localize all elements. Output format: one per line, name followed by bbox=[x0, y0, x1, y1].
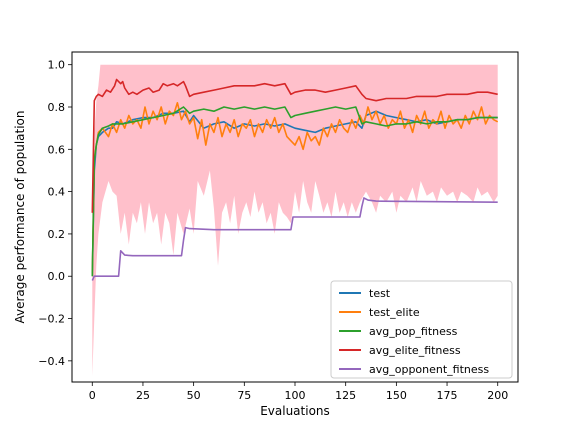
plot-area bbox=[91, 64, 499, 376]
legend-label: avg_opponent_fitness bbox=[369, 363, 489, 376]
series-line-test-elite bbox=[91, 102, 499, 277]
x-tick-label: 150 bbox=[386, 389, 407, 402]
y-tick-label: 0.4 bbox=[48, 186, 66, 199]
y-tick-label: 0.8 bbox=[48, 101, 66, 114]
x-axis-label: Evaluations bbox=[260, 404, 330, 418]
series-line-avg-opponent-fitness bbox=[91, 197, 498, 281]
y-tick-label: −0.2 bbox=[38, 313, 65, 326]
y-tick-label: 0.6 bbox=[48, 143, 66, 156]
legend-label: test bbox=[369, 287, 391, 300]
series-line-avg-elite-fitness bbox=[91, 78, 498, 213]
y-tick-label: 0.0 bbox=[48, 270, 66, 283]
y-tick-label: 1.0 bbox=[48, 59, 66, 72]
x-tick-label: 25 bbox=[136, 389, 150, 402]
legend-label: test_elite bbox=[369, 306, 420, 319]
y-tick-label: −0.4 bbox=[38, 355, 65, 368]
x-tick-label: 200 bbox=[487, 389, 508, 402]
x-tick-label: 175 bbox=[437, 389, 458, 402]
legend-label: avg_pop_fitness bbox=[369, 325, 458, 338]
x-tick-label: 50 bbox=[187, 389, 201, 402]
legend: test test_elite avg_pop_fitness avg_elite_f… bbox=[330, 280, 513, 379]
legend-label: avg_elite_fitness bbox=[369, 344, 461, 357]
x-tick-label: 0 bbox=[89, 389, 96, 402]
x-tick-label: 75 bbox=[237, 389, 251, 402]
series-layer bbox=[91, 78, 499, 281]
x-axis-ticks: 0 25 50 75 100 125 150 175 200 bbox=[89, 382, 508, 402]
series-line-avg-pop-fitness bbox=[91, 106, 498, 277]
y-axis-ticks: −0.4 −0.2 0.0 0.2 0.4 0.6 0.8 1.0 bbox=[38, 59, 72, 368]
y-tick-label: 0.2 bbox=[48, 228, 66, 241]
y-axis-label: Average performance of population bbox=[13, 111, 27, 324]
x-tick-label: 125 bbox=[335, 389, 356, 402]
x-tick-label: 100 bbox=[285, 389, 306, 402]
legend-box bbox=[330, 280, 513, 379]
series-band bbox=[92, 64, 498, 376]
